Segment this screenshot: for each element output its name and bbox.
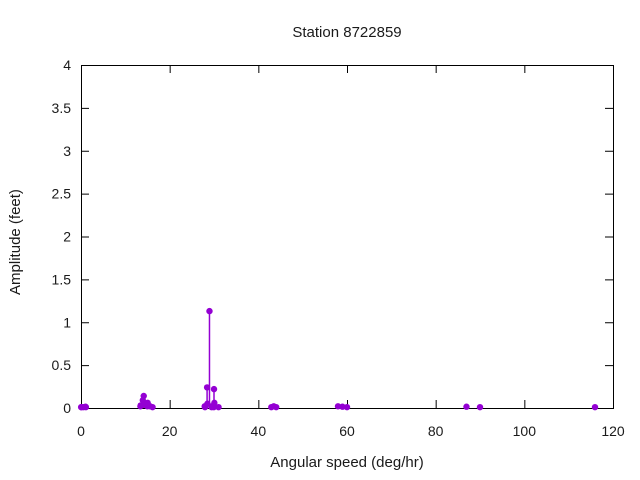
data-point xyxy=(206,307,213,315)
y-tick-label: 0 xyxy=(63,400,71,416)
y-tick-label: 1.5 xyxy=(52,271,72,287)
y-axis-label: Amplitude (feet) xyxy=(7,189,24,295)
y-tick-label: 3.5 xyxy=(52,100,72,116)
x-tick-label: 40 xyxy=(251,423,267,439)
x-tick-label: 80 xyxy=(428,423,444,439)
chart-title: Station 8722859 xyxy=(292,24,402,41)
data-point xyxy=(343,403,351,411)
x-axis-label: Angular speed (deg/hr) xyxy=(270,454,424,471)
y-tick-label: 0.5 xyxy=(52,357,72,373)
data-point xyxy=(82,403,90,411)
y-tick-label: 4 xyxy=(63,57,71,73)
y-tick-label: 1 xyxy=(63,314,71,330)
x-tick-label: 0 xyxy=(77,423,85,439)
data-point xyxy=(140,392,147,400)
data-point xyxy=(463,403,470,410)
data-point xyxy=(215,403,222,411)
data-point xyxy=(210,385,218,393)
y-tick-label: 2.5 xyxy=(52,186,72,202)
x-tick-label: 120 xyxy=(601,423,625,439)
x-tick-label: 100 xyxy=(513,423,537,439)
data-point xyxy=(476,403,484,411)
y-tick-label: 3 xyxy=(63,143,71,159)
data-point xyxy=(203,384,211,391)
data-point xyxy=(149,403,156,411)
data-point xyxy=(591,403,599,411)
y-tick-label: 2 xyxy=(63,229,71,245)
data-point xyxy=(272,403,280,411)
data-point xyxy=(211,399,218,407)
x-tick-label: 20 xyxy=(162,423,178,439)
x-tick-label: 60 xyxy=(339,423,355,439)
plot-border xyxy=(81,65,614,409)
